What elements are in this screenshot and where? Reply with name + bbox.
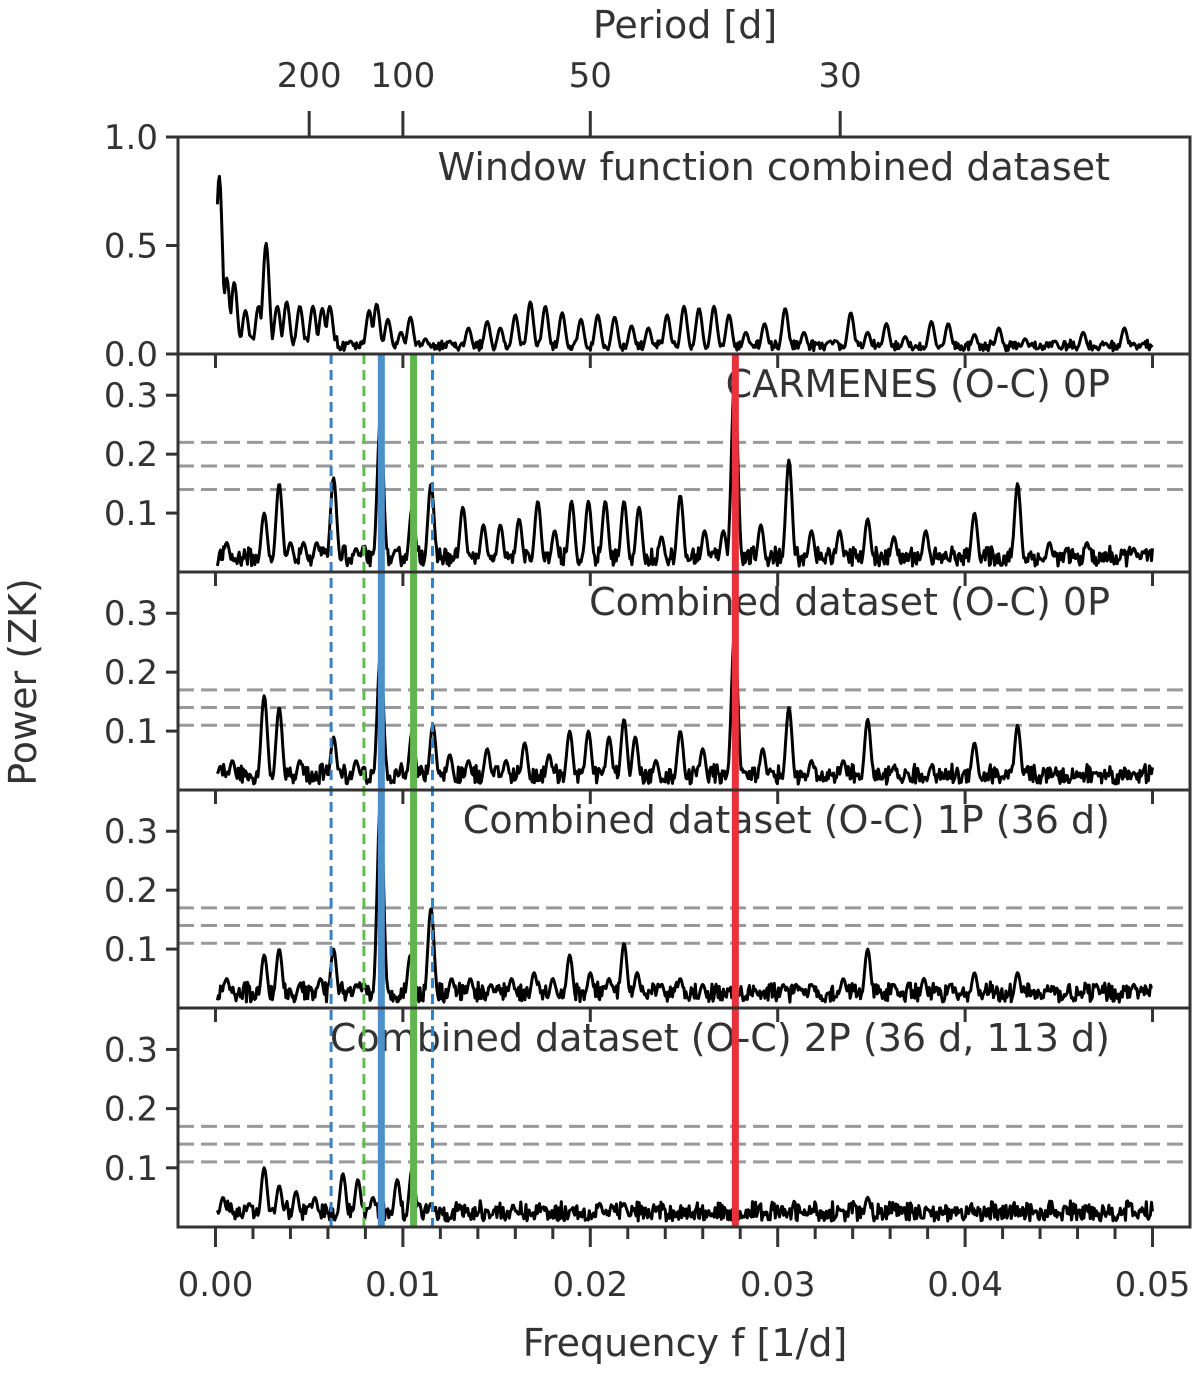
top-period-ticks: 200 100 50 30 (277, 56, 862, 137)
panel-title: Combined dataset (O-C) 2P (36 d, 113 d) (330, 1016, 1110, 1060)
panel-4: 0.1 0.2 0.3 Combined dataset (O-C) 1P (36 d… (104, 798, 1190, 1004)
y-tick-label: 0.1 (104, 1149, 158, 1189)
periodogram-curve (215, 1166, 1154, 1223)
panel-5: 0.1 0.2 0.3 Combined dataset (O-C) 2P (36 d… (104, 1016, 1190, 1223)
x-tick-label: 0.05 (1115, 1265, 1191, 1305)
y-tick-label: 0.3 (104, 594, 158, 634)
y-tick-label: 0.5 (104, 227, 158, 267)
y-tick-label: 0.1 (104, 712, 158, 752)
y-tick-label: 0.2 (104, 653, 158, 693)
top-tick-label: 30 (819, 56, 862, 96)
y-tick-label: 0.2 (104, 435, 158, 475)
periodogram-curve (215, 174, 1154, 353)
x-tick-label: 0.03 (740, 1265, 816, 1305)
y-tick-label: 0.2 (104, 1090, 158, 1130)
y-tick-label: 1.0 (104, 118, 158, 158)
y-tick-label: 0.1 (104, 930, 158, 970)
y-axis-label: Power (ZK) (1, 578, 45, 786)
panels: 0.0 0.5 1.0 Window function combined datase… (104, 118, 1190, 1223)
top-tick-label: 50 (569, 56, 612, 96)
panel-2: 0.1 0.2 0.3 CARMENES (O-C) 0P (104, 362, 1190, 568)
top-tick-label: 100 (370, 56, 435, 96)
y-tick-label: 0.3 (104, 376, 158, 416)
y-tick-label: 0.3 (104, 1030, 158, 1070)
x-tick-label: 0.04 (927, 1265, 1003, 1305)
bottom-frequency-ticks: 0.00 0.01 0.02 0.03 0.04 0.05 (178, 1227, 1191, 1305)
periodogram-curve (216, 629, 1154, 786)
top-tick-label: 200 (277, 56, 342, 96)
periodogram-curve (215, 376, 1154, 568)
x-tick-label: 0.01 (365, 1265, 441, 1305)
x-tick-label: 0.00 (178, 1265, 254, 1305)
x-axis-label: Frequency f [1/d] (523, 1321, 848, 1365)
x-tick-label: 0.02 (552, 1265, 628, 1305)
panel-title: Combined dataset (O-C) 1P (36 d) (463, 798, 1110, 842)
panel-1: 0.0 0.5 1.0 Window function combined datase… (104, 118, 1154, 375)
panel-3: 0.1 0.2 0.3 Combined dataset (O-C) 0P (104, 580, 1190, 786)
y-tick-label: 0.3 (104, 812, 158, 852)
panel-frame (176, 1006, 1192, 1229)
y-tick-label: 0.0 (104, 335, 158, 375)
y-tick-label: 0.1 (104, 494, 158, 534)
panel-frames (176, 135, 1192, 1229)
panel-title: Window function combined dataset (438, 145, 1110, 189)
periodogram-curve (215, 800, 1153, 1004)
panel-title: Combined dataset (O-C) 0P (589, 580, 1110, 624)
panel-title: CARMENES (O-C) 0P (726, 362, 1110, 406)
y-tick-label: 0.2 (104, 871, 158, 911)
top-axis-label: Period [d] (593, 3, 777, 47)
